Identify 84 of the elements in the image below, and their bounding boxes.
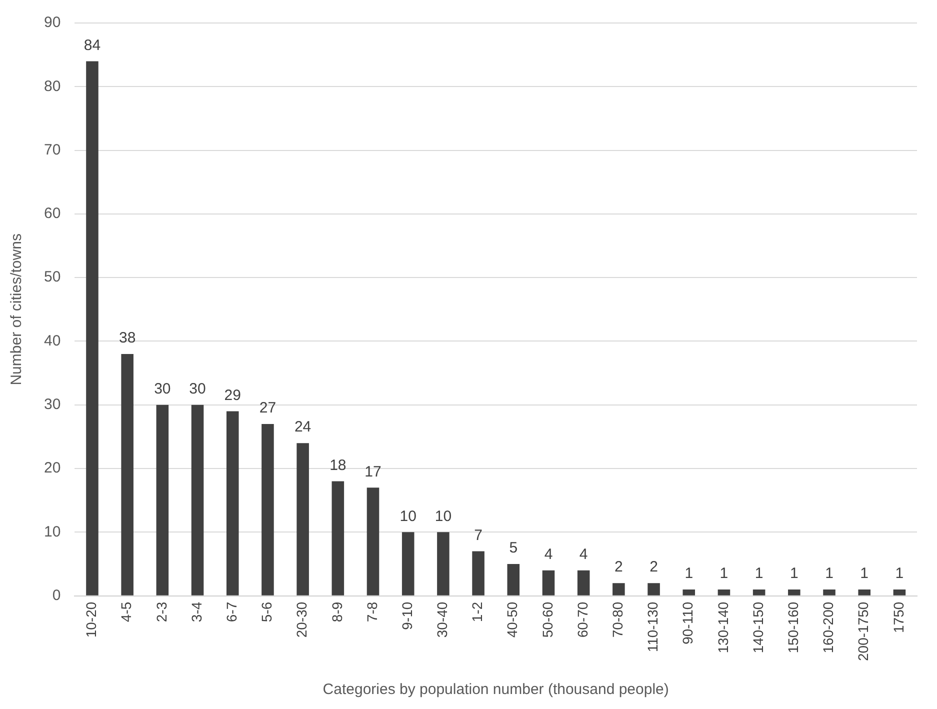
bar bbox=[648, 583, 660, 596]
bar bbox=[332, 481, 344, 596]
x-axis-title: Categories by population number (thousand people) bbox=[322, 681, 669, 698]
data-label: 30 bbox=[154, 380, 171, 398]
x-tick-label: 50-60 bbox=[539, 602, 556, 638]
data-label: 1 bbox=[790, 565, 798, 582]
data-label: 2 bbox=[614, 558, 623, 576]
data-label: 7 bbox=[474, 526, 482, 544]
x-tick-label: 200-1750 bbox=[855, 602, 872, 662]
data-label: 38 bbox=[118, 330, 136, 347]
x-tick-label: 150-160 bbox=[785, 602, 802, 654]
data-label: 29 bbox=[224, 386, 241, 404]
x-tick-label: 40-50 bbox=[504, 602, 520, 638]
data-label: 1 bbox=[860, 565, 869, 582]
bar bbox=[191, 404, 204, 596]
y-tick-label: 40 bbox=[44, 332, 61, 350]
y-tick-label: 70 bbox=[44, 141, 61, 158]
bar bbox=[262, 424, 274, 596]
data-label: 2 bbox=[650, 558, 658, 576]
bar bbox=[226, 411, 239, 596]
x-tick-label: 1750 bbox=[890, 602, 906, 633]
data-label: 84 bbox=[84, 36, 101, 54]
bar bbox=[577, 570, 590, 596]
x-tick-label: 90-110 bbox=[680, 602, 696, 644]
data-label: 10 bbox=[400, 508, 416, 525]
data-label: 24 bbox=[294, 418, 312, 436]
x-tick-label: 9-10 bbox=[398, 602, 415, 630]
x-tick-label: 5-6 bbox=[258, 602, 275, 622]
bar bbox=[788, 589, 800, 596]
bar bbox=[823, 589, 836, 596]
x-tick-label: 160-200 bbox=[820, 602, 836, 654]
y-tick-label: 10 bbox=[44, 523, 61, 540]
bar bbox=[366, 488, 380, 596]
bar bbox=[437, 532, 450, 596]
x-tick-label: 110-130 bbox=[644, 602, 661, 652]
bar bbox=[156, 404, 169, 596]
bar bbox=[542, 570, 555, 596]
bar bbox=[893, 589, 906, 596]
bar bbox=[472, 551, 484, 596]
data-label: 18 bbox=[330, 456, 346, 474]
data-label: 1 bbox=[720, 565, 728, 582]
x-tick-label: 30-40 bbox=[434, 602, 450, 638]
x-tick-label: 1-2 bbox=[469, 602, 486, 622]
y-tick-label: 0 bbox=[52, 586, 61, 604]
data-label: 10 bbox=[434, 508, 452, 525]
data-label: 1 bbox=[684, 565, 694, 582]
y-tick-label: 90 bbox=[44, 14, 61, 32]
bar bbox=[752, 589, 766, 596]
y-tick-label: 20 bbox=[44, 460, 61, 477]
bar bbox=[507, 564, 520, 596]
x-tick-label: 4-5 bbox=[118, 602, 134, 622]
x-tick-label: 6-7 bbox=[223, 602, 240, 622]
bar bbox=[858, 589, 870, 596]
data-label: 30 bbox=[189, 380, 206, 398]
bar bbox=[718, 589, 730, 596]
data-label: 1 bbox=[825, 565, 834, 582]
data-label: 5 bbox=[509, 540, 518, 557]
x-tick-label: 60-70 bbox=[574, 602, 590, 638]
bar bbox=[682, 589, 696, 596]
x-tick-label: 7-8 bbox=[364, 602, 380, 622]
bar bbox=[612, 583, 625, 596]
data-label: 4 bbox=[544, 546, 553, 564]
bar bbox=[86, 61, 98, 596]
data-label: 1 bbox=[895, 565, 904, 582]
data-label: 17 bbox=[364, 463, 382, 480]
x-tick-label: 140-150 bbox=[750, 602, 766, 654]
y-tick-label: 30 bbox=[44, 396, 61, 414]
x-tick-label: 70-80 bbox=[610, 602, 626, 638]
x-tick-label: 2-3 bbox=[153, 602, 170, 622]
x-tick-label: 8-9 bbox=[328, 602, 345, 622]
x-tick-label: 130-140 bbox=[714, 602, 731, 654]
y-tick-label: 60 bbox=[44, 205, 61, 222]
y-tick-label: 50 bbox=[44, 268, 61, 286]
y-axis-title: Number of cities/towns bbox=[8, 234, 26, 386]
data-label: 1 bbox=[754, 565, 764, 582]
y-tick-label: 80 bbox=[44, 78, 61, 95]
bar bbox=[402, 532, 414, 596]
bar bbox=[121, 354, 134, 596]
x-tick-label: 20-30 bbox=[294, 602, 310, 638]
data-label: 4 bbox=[579, 546, 588, 564]
x-tick-label: 10-20 bbox=[83, 602, 100, 638]
x-tick-label: 3-4 bbox=[188, 602, 204, 622]
bar bbox=[296, 443, 309, 596]
data-label: 27 bbox=[259, 400, 276, 417]
